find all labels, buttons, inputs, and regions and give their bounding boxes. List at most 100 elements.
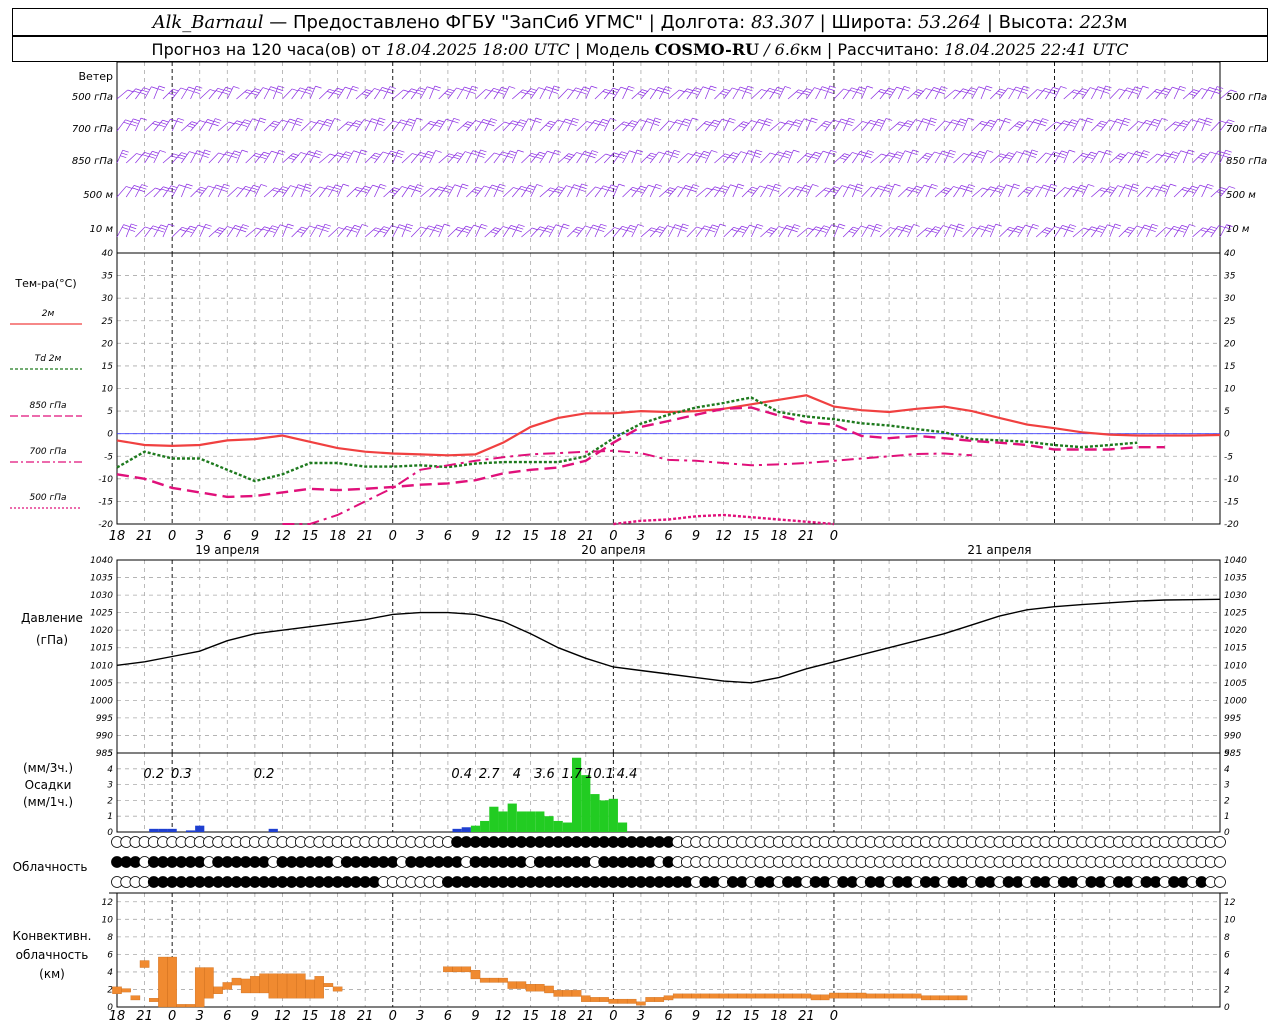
wind-barb [980, 85, 987, 100]
wind-barb-feather [930, 186, 937, 190]
wind-barb [1091, 86, 1099, 100]
wind-barb-feather [962, 88, 970, 92]
wind-barb [171, 118, 179, 132]
y-tick-label: 0 [107, 430, 113, 440]
x-date-label: 19 апреля [195, 543, 259, 557]
wind-barb [466, 120, 476, 132]
wind-barb-feather [878, 91, 885, 94]
wind-barb-feather [912, 190, 919, 194]
wind-barb-feather [1132, 183, 1140, 187]
wind-barb-feather [480, 226, 487, 230]
wind-barb [236, 149, 243, 164]
wind-barb-feather [959, 187, 966, 191]
wind-barb-feather [659, 226, 666, 229]
wind-barb [254, 151, 264, 164]
wind-barb [318, 224, 326, 238]
wind-barb [263, 150, 272, 164]
wind-barb-feather [298, 89, 305, 93]
wind-barb-feather [518, 224, 525, 227]
wind-barb-feather [870, 119, 877, 123]
wind-barb-feather [1128, 226, 1135, 230]
wind-barb-feather [325, 121, 332, 125]
wind-barb-feather [536, 184, 543, 187]
wind-barb-feather [416, 117, 423, 121]
temp-panel-frame [116, 252, 1221, 525]
wind-barb [989, 185, 999, 198]
wind-barb-feather [1044, 229, 1051, 232]
wind-barb-feather [545, 125, 552, 128]
wind-barb-feather [952, 119, 959, 123]
y-tick-label: 15 [102, 362, 114, 372]
conv-bar [590, 997, 600, 1002]
wind-barb-feather [144, 151, 151, 155]
wind-barb-feather [485, 89, 492, 92]
wind-barb-feather [1172, 86, 1179, 90]
wind-barb-feather [875, 226, 882, 230]
wind-level-label-right: 10 м [1226, 224, 1250, 235]
wind-barb-feather [565, 118, 572, 122]
wind-barb-feather [682, 223, 689, 227]
wind-barb-feather [759, 185, 766, 189]
wind-barb-feather [1049, 186, 1056, 190]
wind-barb [1072, 118, 1081, 132]
wind-barb-feather [997, 90, 1005, 94]
wind-barb-feather [766, 118, 773, 121]
precip-bar [498, 811, 508, 832]
wind-barb-feather [1062, 225, 1069, 228]
wind-barb [502, 150, 511, 164]
wind-barb [521, 227, 533, 238]
wind-barb [943, 150, 951, 164]
wind-barb-feather [747, 152, 754, 156]
wind-barb-feather [757, 121, 764, 125]
wind-barb-feather [500, 153, 507, 157]
wind-barb-feather [217, 87, 225, 91]
wind-barb-feather [1193, 89, 1200, 92]
wind-barb-feather [888, 87, 895, 91]
wind-barb-feather [1130, 189, 1138, 192]
wind-barb-feather [581, 183, 588, 187]
wind-barb-feather [796, 119, 803, 123]
wind-barb [217, 121, 230, 132]
wind-barb-feather [1109, 186, 1116, 189]
wind-barb [723, 118, 730, 132]
wind-barb [576, 225, 586, 238]
wind-barb-feather [847, 120, 854, 124]
wind-barb [1008, 151, 1017, 164]
wind-barb-feather [535, 156, 542, 160]
wind-barb-feather [133, 118, 140, 122]
wind-barb-feather [610, 90, 618, 93]
wind-barb [934, 86, 942, 100]
wind-barb-feather [702, 227, 709, 231]
wind-barb-feather [470, 88, 477, 92]
wind-barb-feather [249, 189, 257, 193]
wind-barb-feather [842, 155, 849, 158]
wind-barb [328, 227, 339, 238]
wind-barb-feather [923, 184, 931, 188]
wind-barb-feather [280, 188, 287, 192]
wind-barb [1210, 150, 1219, 164]
y-tick-label: 5 [107, 407, 113, 417]
wind-barb [760, 118, 768, 132]
wind-barb [943, 186, 954, 198]
wind-barb [346, 120, 357, 132]
wind-barb-feather [851, 87, 858, 91]
wind-barb [401, 223, 408, 238]
wind-barb-feather [958, 223, 965, 227]
wind-barb-feather [453, 117, 460, 121]
wind-barb-feather [722, 185, 729, 189]
wind-barb-feather [262, 87, 270, 90]
x-hour-label: 18 [329, 529, 346, 544]
wind-barb [732, 121, 744, 132]
wind-barb [769, 121, 781, 132]
wind-barb-feather [352, 85, 359, 89]
wind-barb-feather [1031, 149, 1039, 153]
wind-barb-feather [1190, 188, 1197, 191]
wind-barb-feather [1142, 85, 1149, 89]
wind-barb-feather [649, 229, 656, 233]
temp-legend-label: 700 гПа [29, 447, 66, 457]
x-hour-label: 12 [715, 529, 732, 544]
wind-barb-feather [621, 123, 628, 127]
wind-barb [1026, 89, 1038, 100]
wind-barb-feather [282, 186, 289, 189]
wind-barb-feather [475, 120, 482, 123]
